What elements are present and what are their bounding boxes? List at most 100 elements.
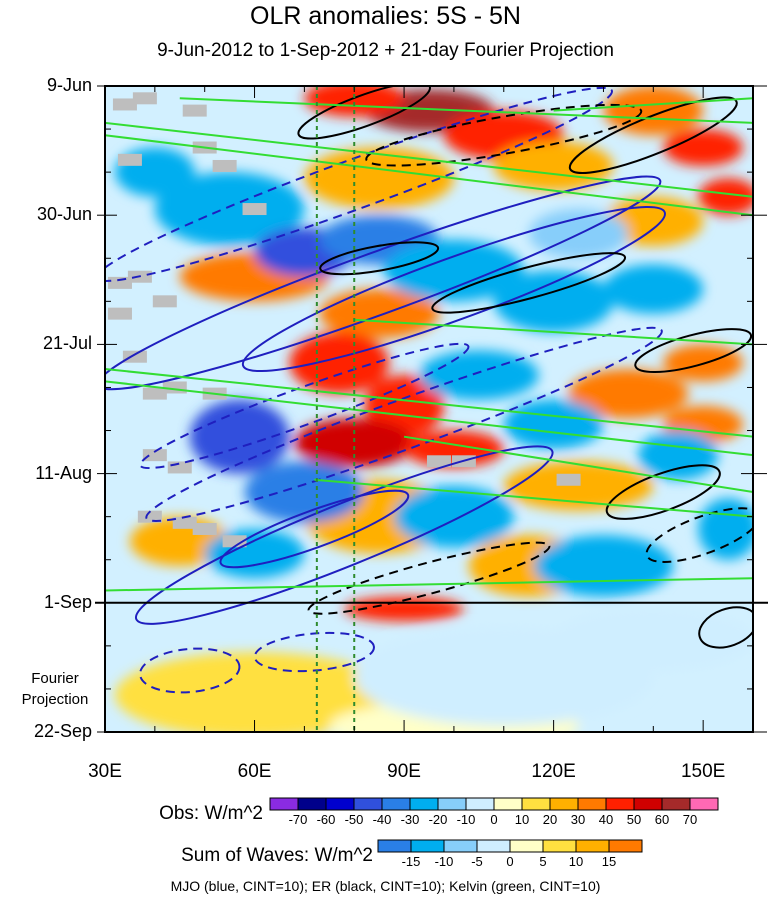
- obs-swatch-8: [493, 797, 523, 811]
- obs-tick-label: -40: [372, 812, 392, 827]
- er-contour-0: [365, 103, 643, 167]
- x-tick-label-120E: 120E: [531, 761, 576, 782]
- er-contour-4: [634, 328, 753, 374]
- anomaly-neg-31: [603, 264, 704, 314]
- x-tick-label-90E: 90E: [387, 761, 421, 782]
- missing-data-cell-2: [182, 104, 207, 117]
- anomaly-neg-25: [154, 172, 305, 246]
- waves-tick-label: -10: [434, 854, 454, 869]
- missing-data-cell-6: [242, 203, 267, 216]
- kelvin-contour-0: [105, 121, 753, 198]
- mjo-contour-5: [145, 326, 663, 522]
- y-tick-label-1-Sep: 1-Sep: [43, 591, 92, 612]
- obs-swatch-11: [577, 797, 607, 811]
- obs-swatch-7: [465, 797, 495, 811]
- missing-data-cell-1: [132, 92, 157, 105]
- anomaly-pos-7: [304, 147, 454, 210]
- waves-swatch-6: [575, 839, 610, 853]
- waves-tick-label: -5: [471, 854, 483, 869]
- kelvin-contour-8: [314, 478, 753, 518]
- er-contour-8: [319, 241, 440, 276]
- obs-swatch-15: [689, 797, 719, 811]
- obs-swatch-3: [353, 797, 383, 811]
- anomaly-neg-29: [384, 239, 524, 302]
- missing-data-cell-8: [107, 307, 132, 320]
- chart-title: OLR anomalies: 5S - 5N: [250, 2, 521, 30]
- anomaly-pos-4: [663, 129, 744, 166]
- waves-swatch-5: [542, 839, 577, 853]
- er-contour-3: [431, 252, 627, 314]
- obs-swatch-10: [549, 797, 579, 811]
- waves-tick-label: 0: [506, 854, 514, 869]
- anomaly-pos-13: [294, 418, 415, 468]
- anomaly-neg-39: [533, 535, 674, 597]
- missing-data-cell-11: [142, 387, 167, 400]
- missing-data-cell-23: [556, 473, 581, 486]
- anomaly-neg-36: [503, 399, 604, 449]
- waves-swatch-4: [509, 839, 544, 853]
- anomaly-neg-41: [204, 528, 305, 579]
- missing-data-cell-0: [112, 98, 137, 111]
- fourier-projection-label: Fourier Projection: [0, 668, 110, 710]
- obs-swatch-14: [661, 797, 691, 811]
- kelvin-contour-5: [105, 380, 753, 457]
- missing-data-cell-21: [426, 455, 451, 468]
- obs-tick-label: 30: [570, 812, 586, 827]
- mjo-contour-0: [105, 175, 662, 391]
- obs-tick-label: 40: [598, 812, 614, 827]
- fourier-projection-line1: Fourier: [31, 670, 79, 687]
- waves-swatch-7: [608, 839, 643, 853]
- anomaly-neg-40: [698, 498, 753, 560]
- y-tick-label-9-Jun: 9-Jun: [46, 75, 92, 95]
- missing-data-cell-18: [222, 535, 247, 548]
- waves-swatch-1: [410, 839, 445, 853]
- contour-legend-caption: MJO (blue, CINT=10); ER (black, CINT=10)…: [170, 878, 601, 894]
- y-tick-label-22-Sep: 22-Sep: [33, 721, 92, 741]
- obs-tick-label: 60: [654, 812, 670, 827]
- obs-swatch-9: [521, 797, 551, 811]
- obs-tick-label: 0: [490, 812, 498, 827]
- x-tick-label-30E: 30E: [88, 761, 122, 782]
- anomaly-pos-23: [115, 652, 395, 732]
- waves-swatch-3: [476, 839, 511, 853]
- y-tick-label-30-Jun: 30-Jun: [36, 204, 92, 225]
- y-tick-label-21-Jul: 21-Jul: [42, 333, 92, 354]
- obs-tick-label: -10: [456, 812, 476, 827]
- waves-swatch-0: [377, 839, 412, 853]
- obs-swatch-4: [381, 797, 411, 811]
- fourier-projection-line2: Projection: [21, 691, 89, 708]
- kelvin-contour-1: [105, 134, 753, 217]
- waves-colorbar-label: Sum of Waves: W/m^2: [181, 845, 373, 866]
- er-contour-9: [698, 606, 753, 649]
- obs-tick-label: 70: [682, 812, 698, 827]
- missing-data-cell-20: [152, 295, 177, 308]
- x-tick-label-150E: 150E: [680, 761, 726, 782]
- anomaly-neg-34: [244, 461, 365, 523]
- obs-tick-label: -50: [344, 812, 364, 827]
- x-tick-label-60E: 60E: [237, 761, 272, 782]
- waves-tick-label: 15: [601, 854, 617, 869]
- obs-tick-label: -30: [400, 812, 420, 827]
- obs-swatch-13: [633, 797, 663, 811]
- obs-tick-label: -60: [316, 812, 336, 827]
- anomaly-neg-38: [394, 485, 514, 548]
- kelvin-contour-2: [179, 97, 753, 124]
- anomaly-pos-3: [603, 86, 704, 136]
- anomaly-neg-43: [553, 608, 753, 671]
- chart-subtitle: 9-Jun-2012 to 1-Sep-2012 + 21-day Fourie…: [157, 40, 614, 61]
- missing-data-cell-16: [172, 516, 197, 529]
- obs-tick-label: 50: [626, 812, 642, 827]
- kelvin-contour-3: [553, 97, 753, 112]
- anomaly-pos-11: [289, 332, 390, 394]
- waves-tick-label: 5: [539, 854, 547, 869]
- kelvin-contour-4: [105, 368, 753, 438]
- missing-data-cell-19: [107, 276, 132, 289]
- anomaly-neg-37: [638, 430, 719, 480]
- kelvin-contour-9: [105, 577, 753, 592]
- missing-data-cell-15: [137, 510, 162, 523]
- anomaly-pos-15: [568, 369, 689, 419]
- obs-colorbar-label: Obs: W/m^2: [159, 803, 263, 824]
- er-contour-6: [645, 507, 753, 563]
- obs-tick-label: 20: [542, 812, 558, 827]
